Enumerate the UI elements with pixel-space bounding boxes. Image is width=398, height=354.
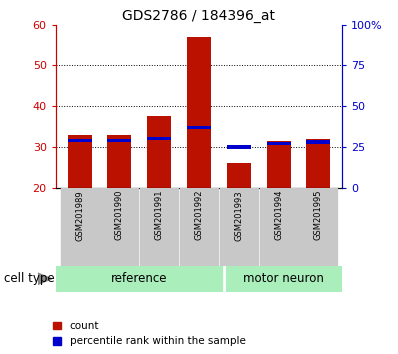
Polygon shape xyxy=(38,273,52,285)
Bar xyxy=(267,142,291,145)
Bar xyxy=(68,139,92,142)
Text: GSM201995: GSM201995 xyxy=(314,190,323,240)
Bar xyxy=(300,188,338,266)
Text: motor neuron: motor neuron xyxy=(243,272,324,285)
Bar xyxy=(227,163,251,188)
Bar xyxy=(259,188,298,266)
Bar xyxy=(220,188,258,266)
Bar xyxy=(107,135,131,188)
Bar xyxy=(187,37,211,188)
Legend: count, percentile rank within the sample: count, percentile rank within the sample xyxy=(53,321,246,346)
Bar xyxy=(100,188,139,266)
Text: GSM201989: GSM201989 xyxy=(75,190,84,241)
Text: cell type: cell type xyxy=(4,272,55,285)
Bar xyxy=(227,145,251,149)
Bar xyxy=(147,137,171,141)
Bar xyxy=(107,139,131,142)
Bar xyxy=(267,141,291,188)
Text: GSM201994: GSM201994 xyxy=(274,190,283,240)
Bar xyxy=(140,188,178,266)
Text: GSM201990: GSM201990 xyxy=(115,190,124,240)
Bar xyxy=(306,139,330,188)
Bar xyxy=(60,188,99,266)
Text: reference: reference xyxy=(111,272,168,285)
Text: GSM201993: GSM201993 xyxy=(234,190,243,241)
Bar xyxy=(147,116,171,188)
Bar xyxy=(180,188,218,266)
Bar xyxy=(68,135,92,188)
Text: GDS2786 / 184396_at: GDS2786 / 184396_at xyxy=(123,9,275,23)
Text: GSM201992: GSM201992 xyxy=(195,190,203,240)
Bar xyxy=(225,266,342,292)
Text: GSM201991: GSM201991 xyxy=(155,190,164,240)
Bar xyxy=(306,141,330,144)
Bar xyxy=(56,266,223,292)
Bar xyxy=(187,126,211,129)
